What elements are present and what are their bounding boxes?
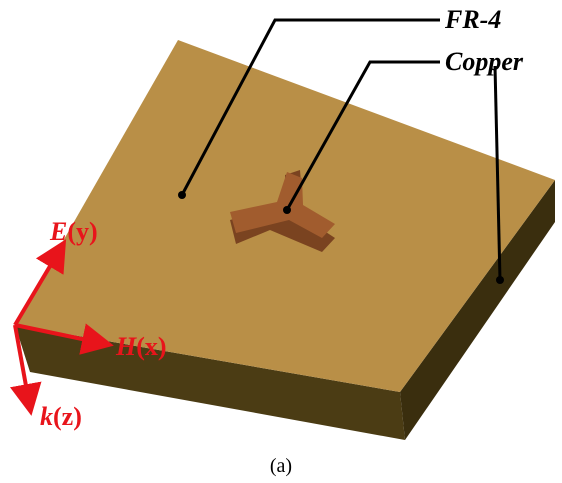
h-label: H(x): [115, 332, 167, 361]
diagram: FR-4 Copper E(y) H(x) k(z) (a): [0, 0, 562, 483]
k-label: k(z): [40, 402, 82, 431]
k-symbol: k: [40, 402, 53, 431]
k-axis: (z): [53, 402, 82, 431]
h-symbol: H: [115, 332, 137, 361]
fr4-label: FR-4: [444, 5, 501, 34]
e-label: E(y): [49, 217, 98, 246]
copper-label: Copper: [445, 47, 524, 76]
dot: [496, 276, 504, 284]
e-axis: (y): [67, 217, 97, 246]
h-axis: (x): [136, 332, 166, 361]
e-symbol: E: [49, 217, 67, 246]
caption: (a): [270, 455, 292, 477]
dot: [283, 206, 291, 214]
dot: [178, 191, 186, 199]
